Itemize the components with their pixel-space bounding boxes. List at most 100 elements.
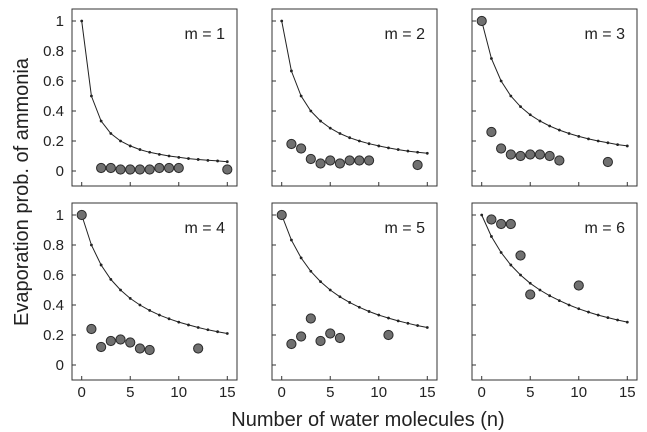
curve-point bbox=[490, 235, 493, 238]
panel-frame bbox=[71, 8, 238, 187]
panel-label: m = 5 bbox=[385, 220, 426, 237]
curve-point bbox=[625, 320, 629, 324]
data-point bbox=[505, 149, 516, 160]
model-curve bbox=[81, 214, 228, 334]
curve-point bbox=[128, 144, 132, 148]
curve-point bbox=[528, 113, 532, 117]
curve-point bbox=[280, 19, 284, 23]
data-point bbox=[534, 149, 546, 160]
y-tick-label: 0.2 bbox=[43, 133, 64, 150]
curve-point bbox=[109, 277, 113, 281]
curve-point bbox=[109, 132, 113, 135]
y-tick-label: 0.4 bbox=[43, 297, 64, 314]
data-point bbox=[486, 214, 497, 225]
curve-point bbox=[606, 316, 610, 319]
curve-point bbox=[216, 330, 219, 334]
data-point bbox=[296, 331, 307, 342]
data-point bbox=[154, 162, 165, 174]
data-point bbox=[115, 334, 126, 345]
curve-point bbox=[367, 142, 371, 146]
data-point bbox=[496, 143, 507, 154]
curve-point bbox=[119, 288, 122, 292]
data-point bbox=[325, 328, 336, 339]
data-point bbox=[544, 150, 555, 162]
x-tick-label: 15 bbox=[619, 384, 636, 401]
data-point bbox=[602, 156, 613, 168]
curve-point bbox=[177, 320, 181, 324]
data-point bbox=[305, 313, 316, 324]
curve-point bbox=[519, 273, 522, 277]
panel-m-2: m = 2 bbox=[271, 8, 438, 187]
y-tick-label: 1 bbox=[56, 13, 64, 30]
curve-point bbox=[309, 109, 313, 113]
curve-point bbox=[357, 305, 361, 309]
curve-point bbox=[319, 119, 322, 123]
data-point bbox=[383, 329, 394, 341]
data-point bbox=[344, 155, 355, 166]
data-point bbox=[325, 155, 336, 166]
data-point bbox=[354, 155, 365, 166]
data-point bbox=[496, 218, 507, 230]
data-point bbox=[96, 341, 107, 353]
curve-point bbox=[596, 313, 600, 317]
data-point bbox=[173, 162, 184, 174]
data-point bbox=[163, 162, 175, 174]
curve-point bbox=[377, 313, 381, 317]
curve-point bbox=[80, 19, 84, 23]
curve-point bbox=[128, 297, 132, 300]
curve-point bbox=[290, 238, 293, 242]
curve-point bbox=[157, 152, 161, 156]
curve-point bbox=[99, 119, 103, 123]
curve-point bbox=[196, 326, 200, 329]
curve-point bbox=[138, 303, 142, 307]
curve-point bbox=[499, 79, 503, 83]
model-curve bbox=[281, 20, 428, 154]
curve-point bbox=[367, 310, 371, 313]
data-point bbox=[115, 164, 126, 175]
curve-point bbox=[509, 94, 513, 98]
curve-point bbox=[567, 132, 571, 135]
curve-point bbox=[616, 318, 619, 322]
data-point bbox=[486, 126, 497, 138]
curve-point bbox=[548, 294, 552, 298]
y-tick-label: 0.2 bbox=[43, 327, 64, 344]
panel-label: m = 3 bbox=[585, 26, 626, 43]
curve-point bbox=[357, 139, 361, 143]
x-tick-label: 0 bbox=[478, 384, 486, 401]
curve-point bbox=[557, 299, 561, 303]
curve-point bbox=[348, 301, 352, 304]
curve-point bbox=[425, 326, 429, 329]
y-tick-label: 0.6 bbox=[43, 73, 64, 90]
curve-point bbox=[99, 263, 103, 267]
curve-point bbox=[167, 317, 171, 321]
x-tick-label: 0 bbox=[78, 384, 86, 401]
curve-point bbox=[187, 323, 190, 327]
curve-point bbox=[528, 281, 532, 285]
x-tick-label: 5 bbox=[526, 384, 534, 401]
curve-point bbox=[538, 288, 542, 292]
x-tick-label: 10 bbox=[570, 384, 587, 401]
panel-label: m = 4 bbox=[185, 220, 226, 237]
data-point bbox=[525, 289, 536, 300]
curve-point bbox=[538, 119, 542, 123]
data-point bbox=[86, 323, 97, 335]
curve-point bbox=[587, 310, 590, 314]
curve-point bbox=[348, 136, 352, 140]
curve-point bbox=[596, 139, 600, 143]
data-point bbox=[286, 138, 297, 150]
curve-point bbox=[187, 157, 190, 160]
x-axis-title: Number of water molecules (n) bbox=[231, 409, 504, 431]
y-tick-label: 1 bbox=[56, 207, 64, 224]
panel-m-1: 0 0.2 0.4 0.6 0.8 1 m = 1 bbox=[43, 8, 238, 187]
model-curve bbox=[481, 20, 628, 147]
curve-point bbox=[216, 159, 219, 163]
data-point bbox=[193, 343, 204, 354]
curve-point bbox=[338, 295, 342, 299]
panel-label: m = 2 bbox=[385, 26, 426, 43]
curve-point bbox=[167, 154, 171, 158]
curve-point bbox=[567, 303, 571, 307]
x-tick-label: 10 bbox=[370, 384, 387, 401]
curve-point bbox=[587, 137, 590, 141]
data-point bbox=[515, 250, 526, 261]
